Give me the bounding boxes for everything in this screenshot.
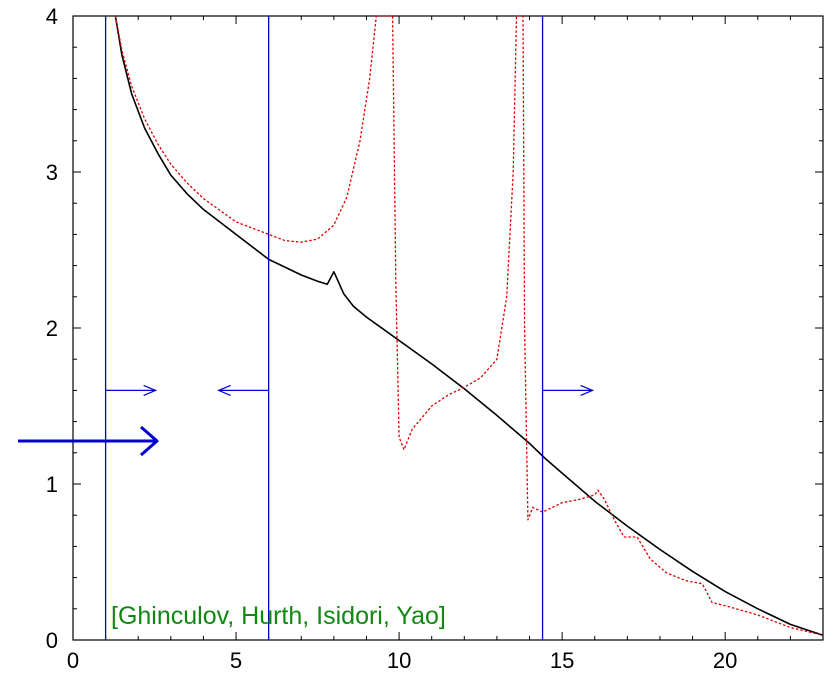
x-tick-label: 10: [387, 648, 411, 673]
reference-annotation: [Ghinculov, Hurth, Isidori, Yao]: [111, 602, 446, 630]
x-tick-label: 5: [230, 648, 242, 673]
y-tick-label: 1: [46, 472, 58, 497]
range-arrow-right: [105, 384, 158, 396]
y-tick-label: 4: [46, 4, 58, 29]
x-tick-label: 15: [550, 648, 574, 673]
y-tick-label: 3: [46, 160, 58, 185]
x-tick-label: 0: [67, 648, 79, 673]
dotted-series-line: [114, 15, 824, 636]
y-tick-label: 2: [46, 316, 58, 341]
range-arrow-right: [542, 384, 595, 396]
plot-frame: [72, 15, 824, 641]
range-arrow-left: [217, 384, 269, 396]
solid-series-line: [114, 15, 824, 637]
x-tick-label: 20: [713, 648, 737, 673]
y-tick-label: 0: [46, 628, 58, 653]
big-arrow: [18, 425, 159, 457]
